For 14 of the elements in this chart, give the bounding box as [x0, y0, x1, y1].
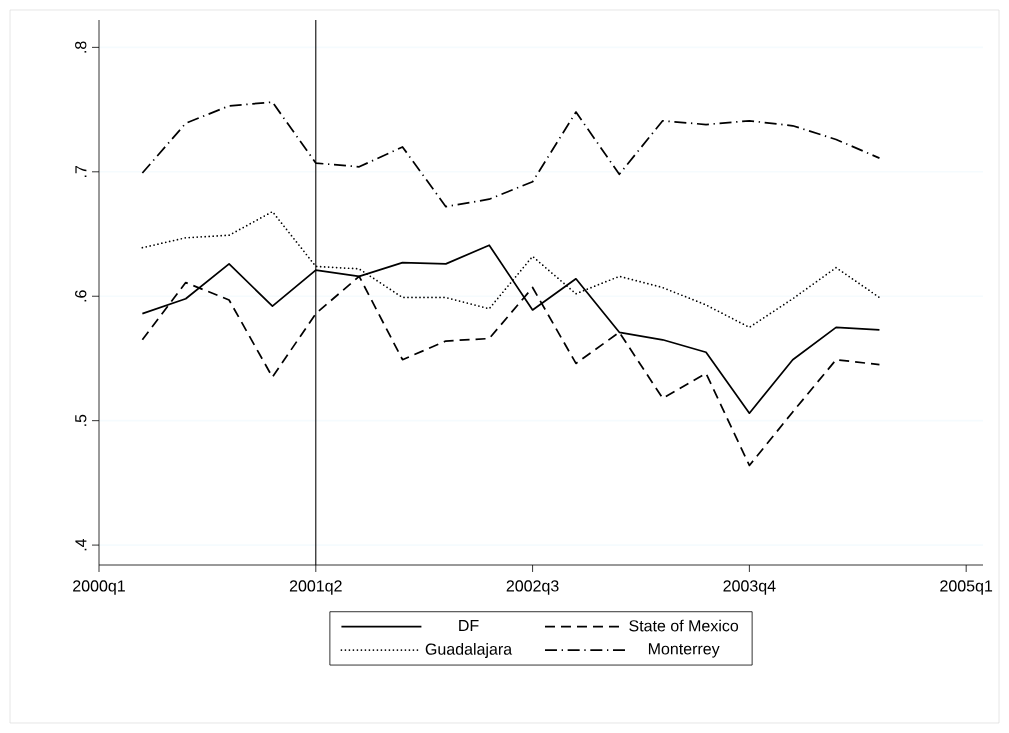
x-tick-label: 2000q1 — [73, 580, 125, 595]
y-tick-label: .7 — [75, 165, 87, 178]
y-tick-label: .8 — [75, 41, 87, 53]
y-tick-label: .6 — [75, 290, 87, 302]
legend-label: State of Mexico — [629, 619, 739, 632]
legend-label: Monterrey — [648, 643, 720, 658]
legend-label: DF — [459, 620, 479, 632]
y-tick-label: .4 — [75, 538, 87, 551]
x-tick-label: 2005q1 — [940, 580, 993, 595]
x-tick-label: 2003q4 — [723, 580, 776, 595]
x-tick-label: 2001q2 — [289, 580, 342, 595]
legend-label: Guadalajara — [425, 643, 513, 658]
y-tick-label: .5 — [75, 414, 87, 426]
x-tick-label: 2002q3 — [506, 580, 559, 595]
